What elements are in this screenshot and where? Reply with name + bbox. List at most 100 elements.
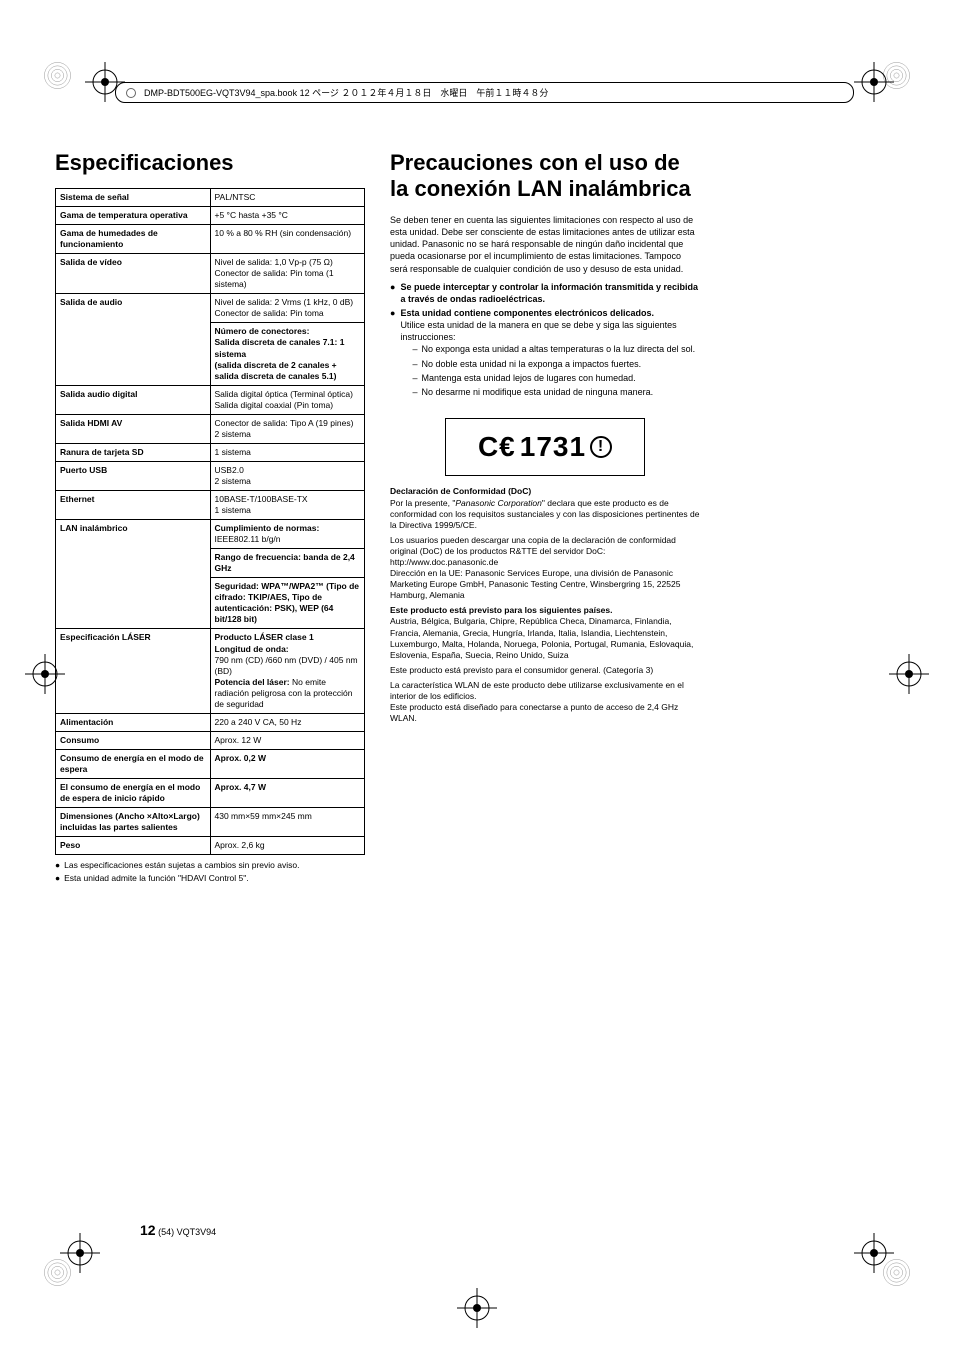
spec-label: Gama de temperatura operativa bbox=[56, 207, 211, 225]
note-item: ● Esta unidad admite la función "HDAVI Co… bbox=[55, 873, 365, 884]
bullet-item: ● Se puede interceptar y controlar la in… bbox=[390, 281, 700, 305]
table-row: Consumo de energía en el modo de esperaA… bbox=[56, 749, 365, 778]
sub-bullet-item: –No desarme ni modifique esta unidad de … bbox=[412, 386, 700, 398]
spec-label: El consumo de energía en el modo de espe… bbox=[56, 778, 211, 807]
dash-icon: – bbox=[412, 358, 417, 370]
bullet-icon: ● bbox=[390, 307, 395, 400]
right-column: Precauciones con el uso de la conexión L… bbox=[390, 150, 700, 886]
spec-value: Aprox. 12 W bbox=[210, 731, 365, 749]
dash-icon: – bbox=[412, 386, 417, 398]
table-row: Salida HDMI AVConector de salida: Tipo A… bbox=[56, 414, 365, 443]
spec-value: 10 % a 80 % RH (sin condensación) bbox=[210, 225, 365, 254]
bullet-item: ● Esta unidad contiene componentes elect… bbox=[390, 307, 700, 400]
bullet-icon: ● bbox=[55, 873, 60, 884]
spec-label: Salida audio digital bbox=[56, 385, 211, 414]
page-container: Especificaciones Sistema de señalPAL/NTS… bbox=[0, 0, 954, 936]
sub-bullet-item: –Mantenga esta unidad lejos de lugares c… bbox=[412, 372, 700, 384]
doc-title: Declaración de Conformidad (DoC) bbox=[390, 486, 700, 497]
spec-value: 10BASE-T/100BASE-TX 1 sistema bbox=[210, 490, 365, 519]
spec-notes: ● Las especificaciones están sujetas a ca… bbox=[55, 860, 365, 884]
doc-paragraph: Este producto está previsto para los sig… bbox=[390, 605, 700, 660]
spec-label: Gama de humedades de funcionamiento bbox=[56, 225, 211, 254]
spec-label: Sistema de señal bbox=[56, 189, 211, 207]
table-row: Salida de audioNivel de salida: 2 Vrms (… bbox=[56, 294, 365, 323]
doc-paragraph: Los usuarios pueden descargar una copia … bbox=[390, 535, 700, 601]
page-footer: 12 (54) VQT3V94 bbox=[140, 1222, 216, 1238]
table-row: Puerto USBUSB2.0 2 sistema bbox=[56, 461, 365, 490]
note-text: Las especificaciones están sujetas a cam… bbox=[64, 860, 299, 871]
spec-label: Alimentación bbox=[56, 713, 211, 731]
left-column: Especificaciones Sistema de señalPAL/NTS… bbox=[55, 150, 365, 886]
note-item: ● Las especificaciones están sujetas a ca… bbox=[55, 860, 365, 871]
table-row: Salida de vídeoNivel de salida: 1,0 Vp-p… bbox=[56, 254, 365, 294]
table-row: Dimensiones (Ancho ×Alto×Largo) incluida… bbox=[56, 808, 365, 837]
spec-label: Puerto USB bbox=[56, 461, 211, 490]
bullet-text: Se puede interceptar y controlar la info… bbox=[400, 281, 700, 305]
sub-bullet-text: Mantenga esta unidad lejos de lugares co… bbox=[421, 372, 635, 384]
crop-mark-icon bbox=[854, 1233, 894, 1273]
spec-label: Salida de audio bbox=[56, 294, 211, 385]
spec-value: 430 mm×59 mm×245 mm bbox=[210, 808, 365, 837]
spec-label: Peso bbox=[56, 837, 211, 855]
bullet-text: Esta unidad contiene componentes electró… bbox=[400, 308, 654, 318]
page-number: 12 bbox=[140, 1222, 156, 1238]
table-row: Ranura de tarjeta SD1 sistema bbox=[56, 443, 365, 461]
spec-value: 220 a 240 V CA, 50 Hz bbox=[210, 713, 365, 731]
crop-mark-icon bbox=[889, 654, 929, 694]
sub-bullet-item: –No exponga esta unidad a altas temperat… bbox=[412, 343, 700, 355]
bullet-subtext: Utilice esta unidad de la manera en que … bbox=[400, 320, 676, 342]
spec-value: Salida digital óptica (Terminal óptica) … bbox=[210, 385, 365, 414]
crop-mark-icon bbox=[457, 1288, 497, 1328]
sub-bullet-list: –No exponga esta unidad a altas temperat… bbox=[400, 343, 700, 398]
spec-label: Dimensiones (Ancho ×Alto×Largo) incluida… bbox=[56, 808, 211, 837]
crop-mark-icon bbox=[60, 1233, 100, 1273]
bullet-icon: ● bbox=[390, 281, 395, 305]
spec-value: Cumplimiento de normas: IEEE802.11 b/g/n bbox=[210, 520, 365, 549]
spec-value: PAL/NTSC bbox=[210, 189, 365, 207]
table-row: El consumo de energía en el modo de espe… bbox=[56, 778, 365, 807]
spec-value: USB2.0 2 sistema bbox=[210, 461, 365, 490]
doc-paragraph: Este producto está previsto para el cons… bbox=[390, 665, 700, 676]
spec-value: Nivel de salida: 1,0 Vp-p (75 Ω) Conecto… bbox=[210, 254, 365, 294]
registration-mark-icon bbox=[40, 58, 75, 93]
table-row: Alimentación220 a 240 V CA, 50 Hz bbox=[56, 713, 365, 731]
spec-table: Sistema de señalPAL/NTSC Gama de tempera… bbox=[55, 188, 365, 855]
spec-value: Aprox. 0,2 W bbox=[210, 749, 365, 778]
spec-value: Aprox. 2,6 kg bbox=[210, 837, 365, 855]
crop-mark-icon bbox=[25, 654, 65, 694]
dash-icon: – bbox=[412, 372, 417, 384]
table-row: Gama de temperatura operativa+5 °C hasta… bbox=[56, 207, 365, 225]
intro-text: Se deben tener en cuenta las siguientes … bbox=[390, 214, 700, 275]
bullet-content: Esta unidad contiene componentes electró… bbox=[400, 307, 700, 400]
table-row: LAN inalámbricoCumplimiento de normas: I… bbox=[56, 520, 365, 549]
spec-value: 1 sistema bbox=[210, 443, 365, 461]
table-row: PesoAprox. 2,6 kg bbox=[56, 837, 365, 855]
precautions-title: Precauciones con el uso de la conexión L… bbox=[390, 150, 700, 202]
doc-section: Declaración de Conformidad (DoC) Por la … bbox=[390, 486, 700, 724]
note-text: Esta unidad admite la función "HDAVI Con… bbox=[64, 873, 248, 884]
spec-value: Aprox. 4,7 W bbox=[210, 778, 365, 807]
spec-title: Especificaciones bbox=[55, 150, 365, 176]
bullet-icon: ● bbox=[55, 860, 60, 871]
table-row: Especificación LÁSERProducto LÁSER clase… bbox=[56, 629, 365, 713]
doc-paragraph: Por la presente, "Panasonic Corporation"… bbox=[390, 498, 700, 531]
spec-value: Rango de frecuencia: banda de 2,4 GHz bbox=[210, 549, 365, 578]
sub-bullet-text: No doble esta unidad ni la exponga a imp… bbox=[421, 358, 641, 370]
sub-bullet-text: No desarme ni modifique esta unidad de n… bbox=[421, 386, 653, 398]
ce-mark-box: C€ 1731 ! bbox=[445, 418, 645, 476]
footer-ref: (54) VQT3V94 bbox=[158, 1227, 216, 1237]
spec-label: Salida HDMI AV bbox=[56, 414, 211, 443]
table-row: Ethernet10BASE-T/100BASE-TX 1 sistema bbox=[56, 490, 365, 519]
spec-label: Salida de vídeo bbox=[56, 254, 211, 294]
table-row: Salida audio digitalSalida digital óptic… bbox=[56, 385, 365, 414]
spec-value: Conector de salida: Tipo A (19 pines) 2 … bbox=[210, 414, 365, 443]
crop-mark-icon bbox=[85, 62, 125, 102]
table-row: Sistema de señalPAL/NTSC bbox=[56, 189, 365, 207]
spec-value: Producto LÁSER clase 1Longitud de onda:7… bbox=[210, 629, 365, 713]
doc-url: http://www.doc.panasonic.de bbox=[390, 557, 498, 567]
spec-value: +5 °C hasta +35 °C bbox=[210, 207, 365, 225]
spec-label: Especificación LÁSER bbox=[56, 629, 211, 713]
dash-icon: – bbox=[412, 343, 417, 355]
ce-number: 1731 bbox=[520, 431, 586, 463]
doc-paragraph: La característica WLAN de este producto … bbox=[390, 680, 700, 702]
